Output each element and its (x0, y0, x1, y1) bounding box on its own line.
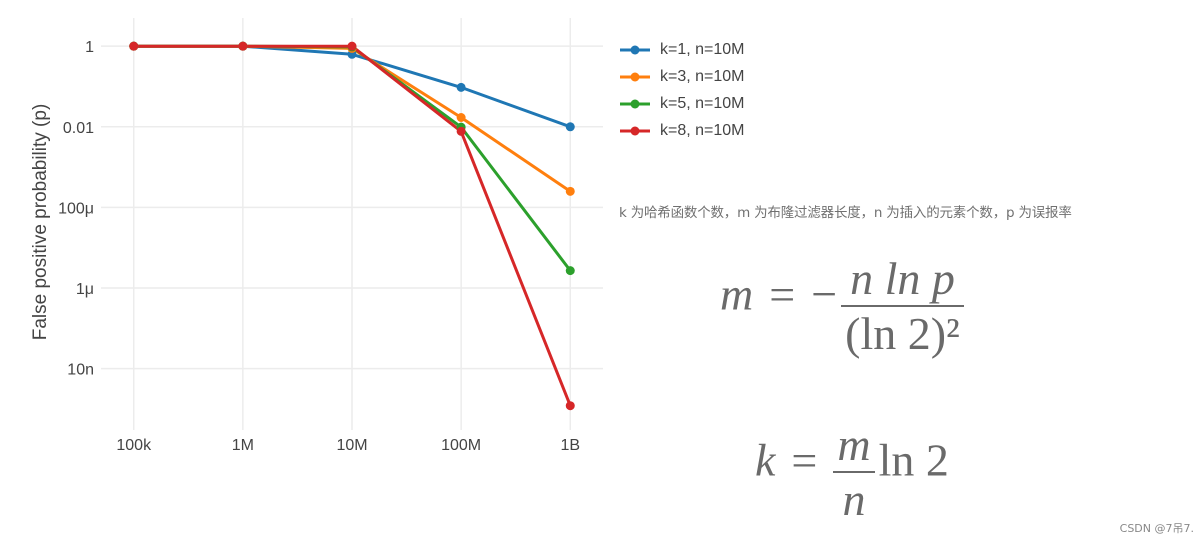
data-point (456, 112, 466, 122)
legend-swatch-marker (630, 99, 640, 108)
formula-k-numerator: m (837, 419, 871, 470)
y-axis-label: False positive probability (p) (30, 104, 51, 341)
formula-k-denominator: n (833, 471, 875, 526)
formula-k-lhs: k (755, 434, 776, 486)
x-tick-labels: 100k 1M 10M 100M 1B (116, 437, 580, 454)
y-tick-label: 0.01 (63, 120, 94, 137)
y-tick-labels: 1 0.01 100μ 1μ 10n (58, 39, 94, 378)
data-point (565, 266, 575, 276)
data-point (238, 41, 248, 51)
x-tick-label: 1M (232, 437, 254, 454)
y-tick-label: 100μ (58, 200, 94, 217)
formula-m-lhs: m (720, 268, 754, 320)
legend-swatch (620, 45, 650, 54)
data-point (565, 186, 575, 196)
x-tick-label: 10M (336, 437, 367, 454)
formula-m-denominator: (ln 2)² (841, 305, 964, 360)
legend-label: k=3, n=10M (660, 67, 745, 85)
formula-m-fraction: n ln p (ln 2)² (841, 252, 964, 360)
chart-legend: k=1, n=10M k=3, n=10M k=5, n=10M k=8, n=10M (618, 36, 745, 144)
formula-m-minus: − (811, 268, 838, 320)
legend-label: k=1, n=10M (660, 40, 745, 58)
legend-item: k=1, n=10M (618, 36, 745, 63)
legend-swatch (620, 99, 650, 108)
y-tick-label: 1 (85, 39, 94, 56)
legend-label: k=8, n=10M (660, 121, 745, 139)
data-point (129, 41, 139, 51)
series-points (129, 41, 575, 411)
formula-note: k 为哈希函数个数，m 为布隆过滤器长度，n 为插入的元素个数，p 为误报率 (619, 205, 1072, 221)
x-tick-label: 100M (441, 437, 481, 454)
data-point (456, 82, 466, 92)
legend-label: k=5, n=10M (660, 94, 745, 112)
formula-m-numerator: n ln p (850, 253, 955, 304)
data-point (347, 41, 357, 51)
formula-k-tail: ln 2 (878, 434, 949, 486)
x-tick-label: 100k (116, 437, 152, 454)
legend-item: k=3, n=10M (618, 63, 745, 90)
data-point (565, 122, 575, 132)
data-point (565, 401, 575, 411)
formula-k: k = m n ln 2 (755, 418, 949, 533)
formula-m-eq: = (769, 268, 796, 320)
formula-k-fraction: m n (833, 418, 875, 526)
data-point (456, 126, 466, 136)
legend-swatch-marker (630, 126, 640, 135)
watermark: CSDN @7吊7. (1119, 522, 1194, 535)
x-tick-label: 1B (560, 437, 580, 454)
legend-swatch (620, 126, 650, 135)
formula-k-eq: = (791, 434, 818, 486)
y-tick-label: 1μ (76, 281, 94, 298)
legend-item: k=8, n=10M (618, 117, 745, 144)
formula-m: m = − n ln p (ln 2)² (720, 252, 964, 372)
legend-swatch-marker (630, 45, 640, 54)
y-tick-label: 10n (67, 362, 94, 379)
legend-swatch-marker (630, 72, 640, 81)
legend-item: k=5, n=10M (618, 90, 745, 117)
false-positive-chart: 1 0.01 100μ 1μ 10n 100k 1M 10M 100M 1B False pos… (30, 18, 603, 454)
legend-swatch (620, 72, 650, 81)
grid-lines (101, 18, 603, 430)
